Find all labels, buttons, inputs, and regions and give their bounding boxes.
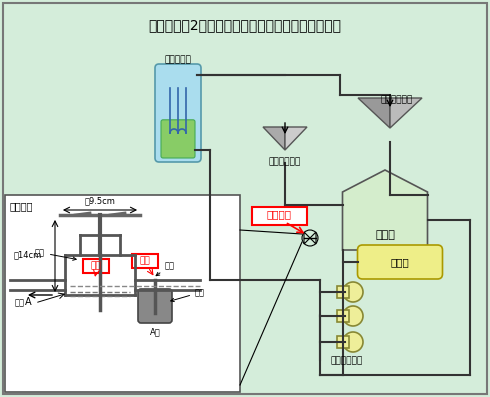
FancyBboxPatch shape <box>358 245 442 279</box>
Text: 割れ: 割れ <box>91 262 101 270</box>
Text: A視: A視 <box>149 327 160 336</box>
Text: 低圧タービン: 低圧タービン <box>380 95 412 104</box>
FancyBboxPatch shape <box>132 254 158 268</box>
Text: 伊方発電所2号機　主給水ポンプまわり配管概略図: 伊方発電所2号機 主給水ポンプまわり配管概略図 <box>148 18 342 32</box>
Text: 約9.5cm: 約9.5cm <box>85 196 116 205</box>
Polygon shape <box>343 170 427 250</box>
Polygon shape <box>358 98 390 128</box>
Circle shape <box>343 282 363 302</box>
Circle shape <box>343 332 363 352</box>
Text: 主給水ポンプ: 主給水ポンプ <box>331 356 363 365</box>
Text: A: A <box>24 297 31 307</box>
Text: 弁体: 弁体 <box>171 288 205 302</box>
FancyBboxPatch shape <box>161 120 195 158</box>
Polygon shape <box>337 310 349 322</box>
Polygon shape <box>263 127 285 150</box>
Text: 弁箱: 弁箱 <box>35 248 76 260</box>
Text: 割れ: 割れ <box>140 256 150 266</box>
Polygon shape <box>337 286 349 298</box>
Polygon shape <box>285 127 307 150</box>
FancyBboxPatch shape <box>138 289 172 323</box>
Text: 弁座: 弁座 <box>15 299 25 308</box>
Text: 復水器: 復水器 <box>375 230 395 240</box>
Text: 弁構造図: 弁構造図 <box>10 201 33 211</box>
Polygon shape <box>390 98 422 128</box>
Text: 脱気器: 脱気器 <box>391 257 409 267</box>
FancyBboxPatch shape <box>83 259 109 273</box>
Text: 弁棒: 弁棒 <box>156 261 175 276</box>
Circle shape <box>343 306 363 326</box>
Polygon shape <box>337 336 349 348</box>
FancyBboxPatch shape <box>252 207 307 225</box>
Text: 約14cm: 約14cm <box>14 251 42 260</box>
Text: 当該箇所: 当該箇所 <box>267 209 292 219</box>
Polygon shape <box>5 195 240 392</box>
Text: 高圧タービン: 高圧タービン <box>269 157 301 166</box>
FancyBboxPatch shape <box>155 64 201 162</box>
Text: 蒸気発生器: 蒸気発生器 <box>165 55 192 64</box>
